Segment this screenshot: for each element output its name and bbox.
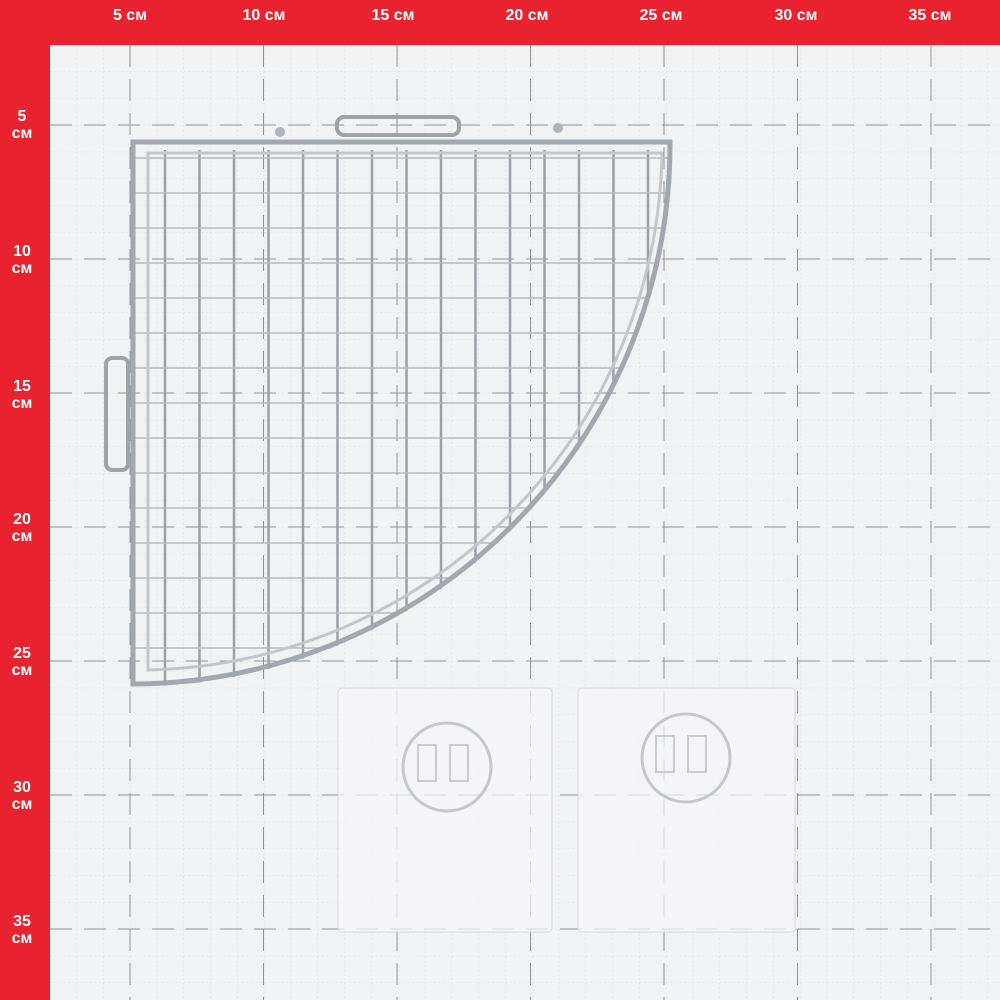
ruler-label: 20 см xyxy=(11,511,33,545)
ruler-label: 25 см xyxy=(639,7,683,24)
ruler-label: 5 см xyxy=(11,108,33,142)
ruler-label: 10 см xyxy=(242,7,286,24)
ruler-label: 25 см xyxy=(11,645,33,679)
ruler-label: 5 см xyxy=(112,7,148,24)
ruler-label: 30 см xyxy=(11,779,33,813)
adhesive-pad xyxy=(577,687,796,933)
ruler-label: 20 см xyxy=(505,7,549,24)
ruler-label: 30 см xyxy=(774,7,818,24)
ruler-label: 15 см xyxy=(371,7,415,24)
adhesive-pad xyxy=(337,687,553,933)
ruler-label: 35 см xyxy=(908,7,952,24)
ruler-label: 15 см xyxy=(11,378,33,412)
ruler-label: 10 см xyxy=(11,243,33,277)
top-hanger xyxy=(335,115,461,137)
ruler-label: 35 см xyxy=(11,913,33,947)
side-hanger xyxy=(104,356,130,472)
